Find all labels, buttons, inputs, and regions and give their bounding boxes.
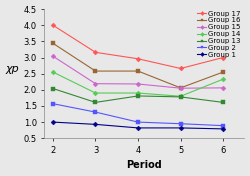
Group 14 <box>179 95 182 97</box>
Group 14 <box>222 78 225 80</box>
Group 15 <box>52 55 54 57</box>
Group 16 <box>94 70 97 72</box>
Group 14 <box>136 92 140 94</box>
Group 14 <box>94 92 97 94</box>
Group 1 <box>222 128 225 130</box>
Group 1 <box>94 123 97 125</box>
Group 16 <box>52 42 54 44</box>
Group 2 <box>94 111 97 113</box>
Group 13 <box>94 101 97 103</box>
Group 1 <box>52 121 54 123</box>
Group 15 <box>179 87 182 89</box>
Line: Group 14: Group 14 <box>51 70 225 98</box>
Group 15 <box>222 87 225 89</box>
Line: Group 2: Group 2 <box>51 102 225 127</box>
Group 17 <box>94 51 97 53</box>
Group 13 <box>52 87 54 90</box>
Group 17 <box>52 24 54 26</box>
Group 2 <box>222 125 225 127</box>
Group 2 <box>52 103 54 105</box>
Group 17 <box>179 67 182 70</box>
Group 16 <box>136 70 140 72</box>
Line: Group 1: Group 1 <box>51 120 225 131</box>
X-axis label: Period: Period <box>126 161 162 170</box>
Group 16 <box>179 87 182 89</box>
Line: Group 15: Group 15 <box>51 55 225 90</box>
Group 16 <box>222 71 225 73</box>
Group 15 <box>136 83 140 85</box>
Line: Group 13: Group 13 <box>51 87 225 104</box>
Legend: Group 17, Group 16, Group 15, Group 14, Group 13, Group 2, Group 1: Group 17, Group 16, Group 15, Group 14, … <box>197 10 241 58</box>
Group 14 <box>52 71 54 73</box>
Group 17 <box>136 58 140 60</box>
Group 1 <box>136 127 140 129</box>
Group 2 <box>179 123 182 125</box>
Line: Group 16: Group 16 <box>51 42 225 90</box>
Group 2 <box>136 121 140 123</box>
Group 13 <box>179 96 182 98</box>
Y-axis label: χp: χp <box>6 64 19 74</box>
Group 17 <box>222 56 225 59</box>
Group 15 <box>94 83 97 85</box>
Group 13 <box>136 95 140 97</box>
Line: Group 17: Group 17 <box>51 23 225 70</box>
Group 1 <box>179 127 182 129</box>
Group 13 <box>222 101 225 103</box>
